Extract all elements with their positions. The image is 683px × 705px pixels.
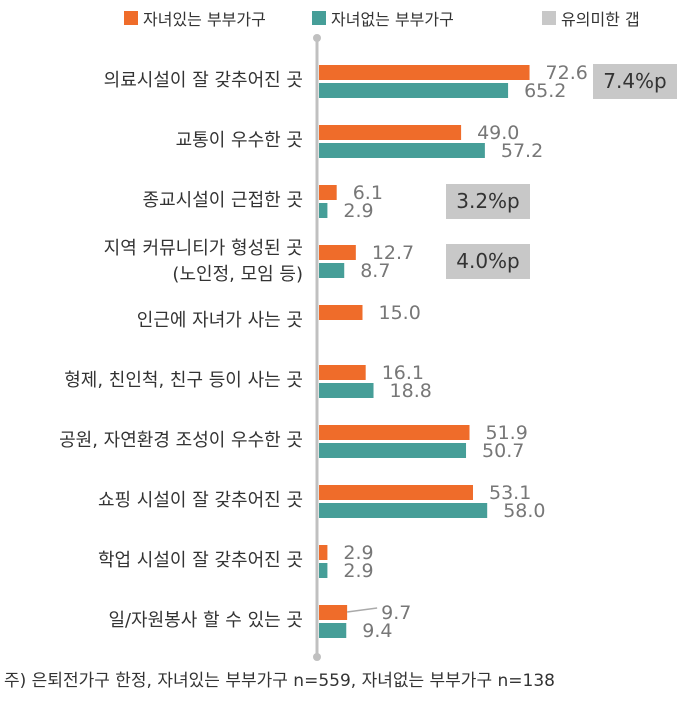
category-label: 일/자원봉사 할 수 있는 곳: [108, 610, 303, 631]
value-label-with-children: 6.1: [353, 182, 383, 204]
bar-with-children: [319, 605, 348, 620]
bar-with-children: [319, 305, 363, 320]
axis-cap-bottom: [313, 653, 321, 661]
legend-label-gap: 유의미한 갭: [561, 10, 640, 29]
legend-item-gap: 유의미한 갭: [542, 6, 640, 30]
legend: 자녀있는 부부가구 자녀없는 부부가구 유의미한 갭: [0, 6, 683, 30]
value-label-with-children: 15.0: [379, 302, 421, 324]
value-label-with-children: 49.0: [477, 122, 519, 144]
value-label-without-children: 58.0: [503, 500, 545, 522]
bar-without-children: [319, 563, 328, 578]
bar-with-children: [319, 425, 470, 440]
value-label-without-children: 57.2: [501, 140, 543, 162]
legend-item-without-children: 자녀없는 부부가구: [312, 6, 454, 30]
bar-with-children: [319, 365, 366, 380]
category-label: 의료시설이 잘 갖추어진 곳: [104, 70, 303, 91]
gap-badge-label: 4.0%p: [456, 249, 520, 273]
gap-badge-label: 3.2%p: [456, 189, 520, 213]
gap-badge-label: 7.4%p: [603, 69, 667, 93]
value-label-without-children: 65.2: [524, 80, 566, 102]
legend-swatch-without-children: [312, 11, 326, 25]
value-label-with-children: 53.1: [489, 482, 531, 504]
category-label: (노인정, 모임 등): [172, 264, 303, 285]
legend-label-with-children: 자녀있는 부부가구: [143, 10, 266, 29]
category-label: 교통이 우수한 곳: [176, 130, 303, 151]
category-label: 지역 커뮤니티가 형성된 곳: [104, 238, 303, 259]
value-label-with-children: 16.1: [382, 362, 424, 384]
gap-badge: [446, 244, 530, 279]
bar-without-children: [319, 383, 374, 398]
gap-badge: [446, 184, 530, 219]
axis-cap-top: [313, 34, 321, 42]
bar-with-children: [319, 125, 462, 140]
leader-line: [347, 607, 378, 613]
value-label-without-children: 9.4: [362, 620, 392, 642]
value-label-with-children: 51.9: [486, 422, 528, 444]
bar-without-children: [319, 503, 488, 518]
legend-label-without-children: 자녀없는 부부가구: [331, 10, 454, 29]
bar-without-children: [319, 263, 345, 278]
bar-with-children: [319, 485, 473, 500]
bar-without-children: [319, 83, 509, 98]
value-label-with-children: 72.6: [546, 62, 588, 84]
bar-with-children: [319, 65, 530, 80]
gap-badge: [593, 64, 677, 99]
footnote: 주) 은퇴전가구 한정, 자녀있는 부부가구 n=559, 자녀없는 부부가구 …: [4, 671, 555, 691]
value-label-without-children: 50.7: [482, 440, 524, 462]
bar-with-children: [319, 185, 337, 200]
category-label: 쇼핑 시설이 잘 갖추어진 곳: [98, 490, 303, 511]
value-label-without-children: 18.8: [390, 380, 432, 402]
bar-with-children: [319, 545, 328, 560]
category-label: 공원, 자연환경 조성이 우수한 곳: [59, 430, 303, 451]
legend-item-with-children: 자녀있는 부부가구: [124, 6, 266, 30]
value-label-without-children: 8.7: [360, 260, 390, 282]
value-label-without-children: 2.9: [343, 560, 373, 582]
value-label-with-children: 9.7: [381, 602, 411, 624]
category-label: 종교시설이 근접한 곳: [143, 190, 303, 211]
value-label-without-children: 2.9: [343, 200, 373, 222]
category-label: 학업 시설이 잘 갖추어진 곳: [98, 550, 303, 571]
value-label-with-children: 12.7: [372, 242, 414, 264]
bar-without-children: [319, 203, 328, 218]
bar-without-children: [319, 143, 485, 158]
legend-swatch-gap: [542, 11, 556, 25]
bar-without-children: [319, 623, 347, 638]
category-label: 형제, 친인척, 친구 등이 사는 곳: [64, 370, 303, 391]
bar-without-children: [319, 443, 467, 458]
category-label: 인근에 자녀가 사는 곳: [137, 310, 303, 331]
legend-swatch-with-children: [124, 11, 138, 25]
value-label-with-children: 2.9: [343, 542, 373, 564]
bar-with-children: [319, 245, 356, 260]
